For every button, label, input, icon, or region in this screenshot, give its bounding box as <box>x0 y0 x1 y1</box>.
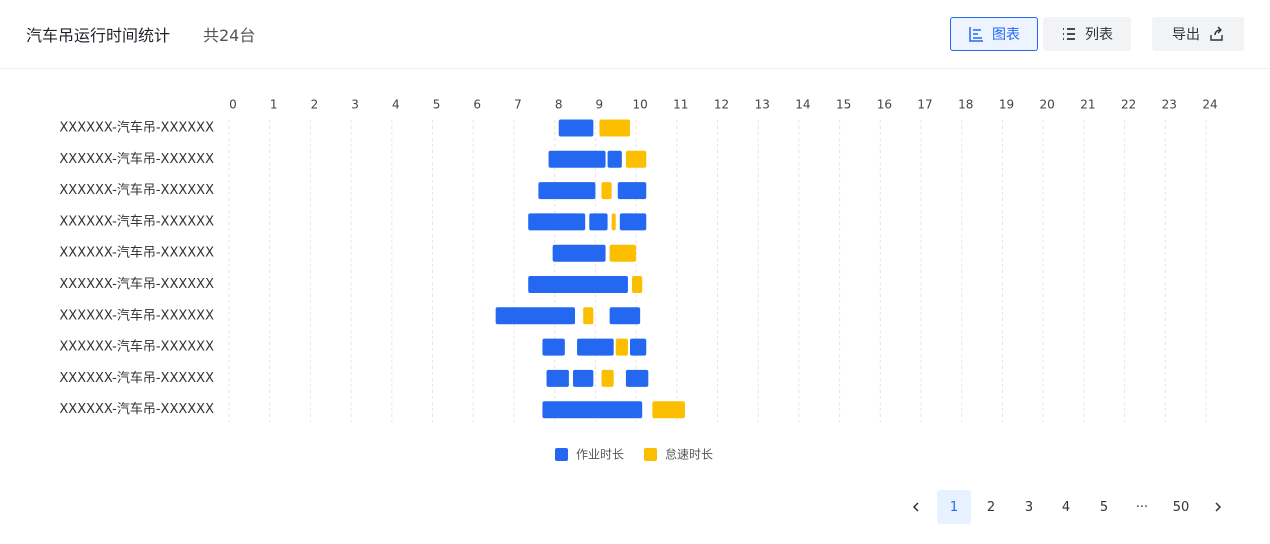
time-bar <box>601 182 612 200</box>
page-number[interactable]: 2 <box>986 499 996 515</box>
next-page[interactable] <box>1201 490 1235 524</box>
button-label: 导出 <box>1172 27 1200 43</box>
toolbar-button[interactable]: 图表 <box>950 17 1038 51</box>
page-number[interactable]: ··· <box>1135 499 1149 515</box>
time-bar <box>617 182 647 200</box>
x-tick-label: 10 <box>632 98 647 112</box>
time-bar <box>558 119 594 137</box>
x-tick-label: 23 <box>1162 98 1177 112</box>
button-icon <box>969 27 983 42</box>
time-bar <box>546 369 569 387</box>
row-label: XXXXXX-汽车吊-XXXXXX <box>59 245 214 261</box>
row-label: XXXXXX-汽车吊-XXXXXX <box>59 401 214 417</box>
chevron-left <box>912 502 919 512</box>
time-bar <box>619 213 647 231</box>
time-bar <box>528 213 586 231</box>
time-bar <box>652 401 685 419</box>
time-bar <box>601 369 614 387</box>
x-tick-label: 12 <box>714 98 729 112</box>
x-tick-label: 15 <box>836 98 851 112</box>
row-label: XXXXXX-汽车吊-XXXXXX <box>59 276 214 292</box>
row-label: XXXXXX-汽车吊-XXXXXX <box>59 182 214 198</box>
divider <box>0 68 1270 69</box>
time-bar <box>609 244 637 262</box>
x-tick-label: 13 <box>755 98 770 112</box>
x-tick-label: 7 <box>514 98 522 112</box>
button-icon <box>1063 28 1075 40</box>
x-tick-label: 19 <box>999 98 1014 112</box>
time-bar <box>552 244 606 262</box>
time-bar <box>615 338 628 356</box>
x-tick-label: 16 <box>877 98 892 112</box>
page-number[interactable]: 50 <box>1172 499 1190 515</box>
x-tick-label: 20 <box>1040 98 1055 112</box>
row-label: XXXXXX-汽车吊-XXXXXX <box>59 339 214 355</box>
x-tick-label: 0 <box>229 98 237 112</box>
button-label: 图表 <box>992 27 1020 43</box>
time-bar <box>589 213 608 231</box>
x-tick-label: 1 <box>270 98 278 112</box>
x-tick-label: 17 <box>917 98 932 112</box>
x-tick-label: 18 <box>958 98 973 112</box>
x-tick-label: 2 <box>311 98 319 112</box>
legend-swatch <box>644 448 657 461</box>
page-number[interactable]: 4 <box>1061 499 1071 515</box>
page-title: 汽车吊运行时间统计 <box>26 26 171 45</box>
x-tick-label: 3 <box>351 98 359 112</box>
prev-page[interactable] <box>899 490 933 524</box>
time-bar <box>625 150 647 168</box>
x-tick-label: 14 <box>795 98 810 112</box>
row-label: XXXXXX-汽车吊-XXXXXX <box>59 120 214 136</box>
legend-label: 作业时长 <box>576 448 624 462</box>
x-tick-label: 24 <box>1202 98 1217 112</box>
time-bar <box>632 276 643 293</box>
time-bar <box>607 150 622 168</box>
row-label: XXXXXX-汽车吊-XXXXXX <box>59 307 214 323</box>
export-icon <box>1210 26 1223 41</box>
x-tick-label: 4 <box>392 98 400 112</box>
x-tick-label: 21 <box>1080 98 1095 112</box>
page-number[interactable]: 3 <box>1024 499 1034 515</box>
time-bar <box>542 338 565 356</box>
time-bar <box>599 119 630 137</box>
time-bar <box>625 369 649 387</box>
page-number[interactable]: 1 <box>937 490 971 524</box>
page-number[interactable]: 5 <box>1099 499 1109 515</box>
row-label: XXXXXX-汽车吊-XXXXXX <box>59 151 214 167</box>
time-bar <box>572 369 594 387</box>
device-count: 共24台 <box>203 26 256 45</box>
toolbar-button[interactable]: 导出 <box>1152 17 1244 51</box>
legend-swatch <box>555 448 568 461</box>
time-bar <box>611 213 616 231</box>
time-bar <box>528 276 628 293</box>
time-bar <box>583 307 594 325</box>
toolbar-button[interactable]: 列表 <box>1043 17 1131 51</box>
x-tick-label: 6 <box>473 98 481 112</box>
x-tick-label: 9 <box>596 98 604 112</box>
time-bar <box>577 338 614 356</box>
legend-label: 怠速时长 <box>665 448 713 462</box>
button-label: 列表 <box>1085 27 1113 43</box>
chevron-right <box>1215 502 1222 512</box>
time-bar <box>542 401 643 419</box>
time-bar <box>538 182 596 200</box>
x-tick-label: 8 <box>555 98 563 112</box>
x-tick-label: 5 <box>433 98 441 112</box>
time-bar <box>609 307 641 325</box>
x-tick-label: 11 <box>673 98 688 112</box>
x-tick-label: 22 <box>1121 98 1136 112</box>
time-bar <box>495 307 576 325</box>
row-label: XXXXXX-汽车吊-XXXXXX <box>59 213 214 229</box>
time-bar <box>629 338 647 356</box>
row-label: XXXXXX-汽车吊-XXXXXX <box>59 370 214 386</box>
time-bar <box>548 150 606 168</box>
